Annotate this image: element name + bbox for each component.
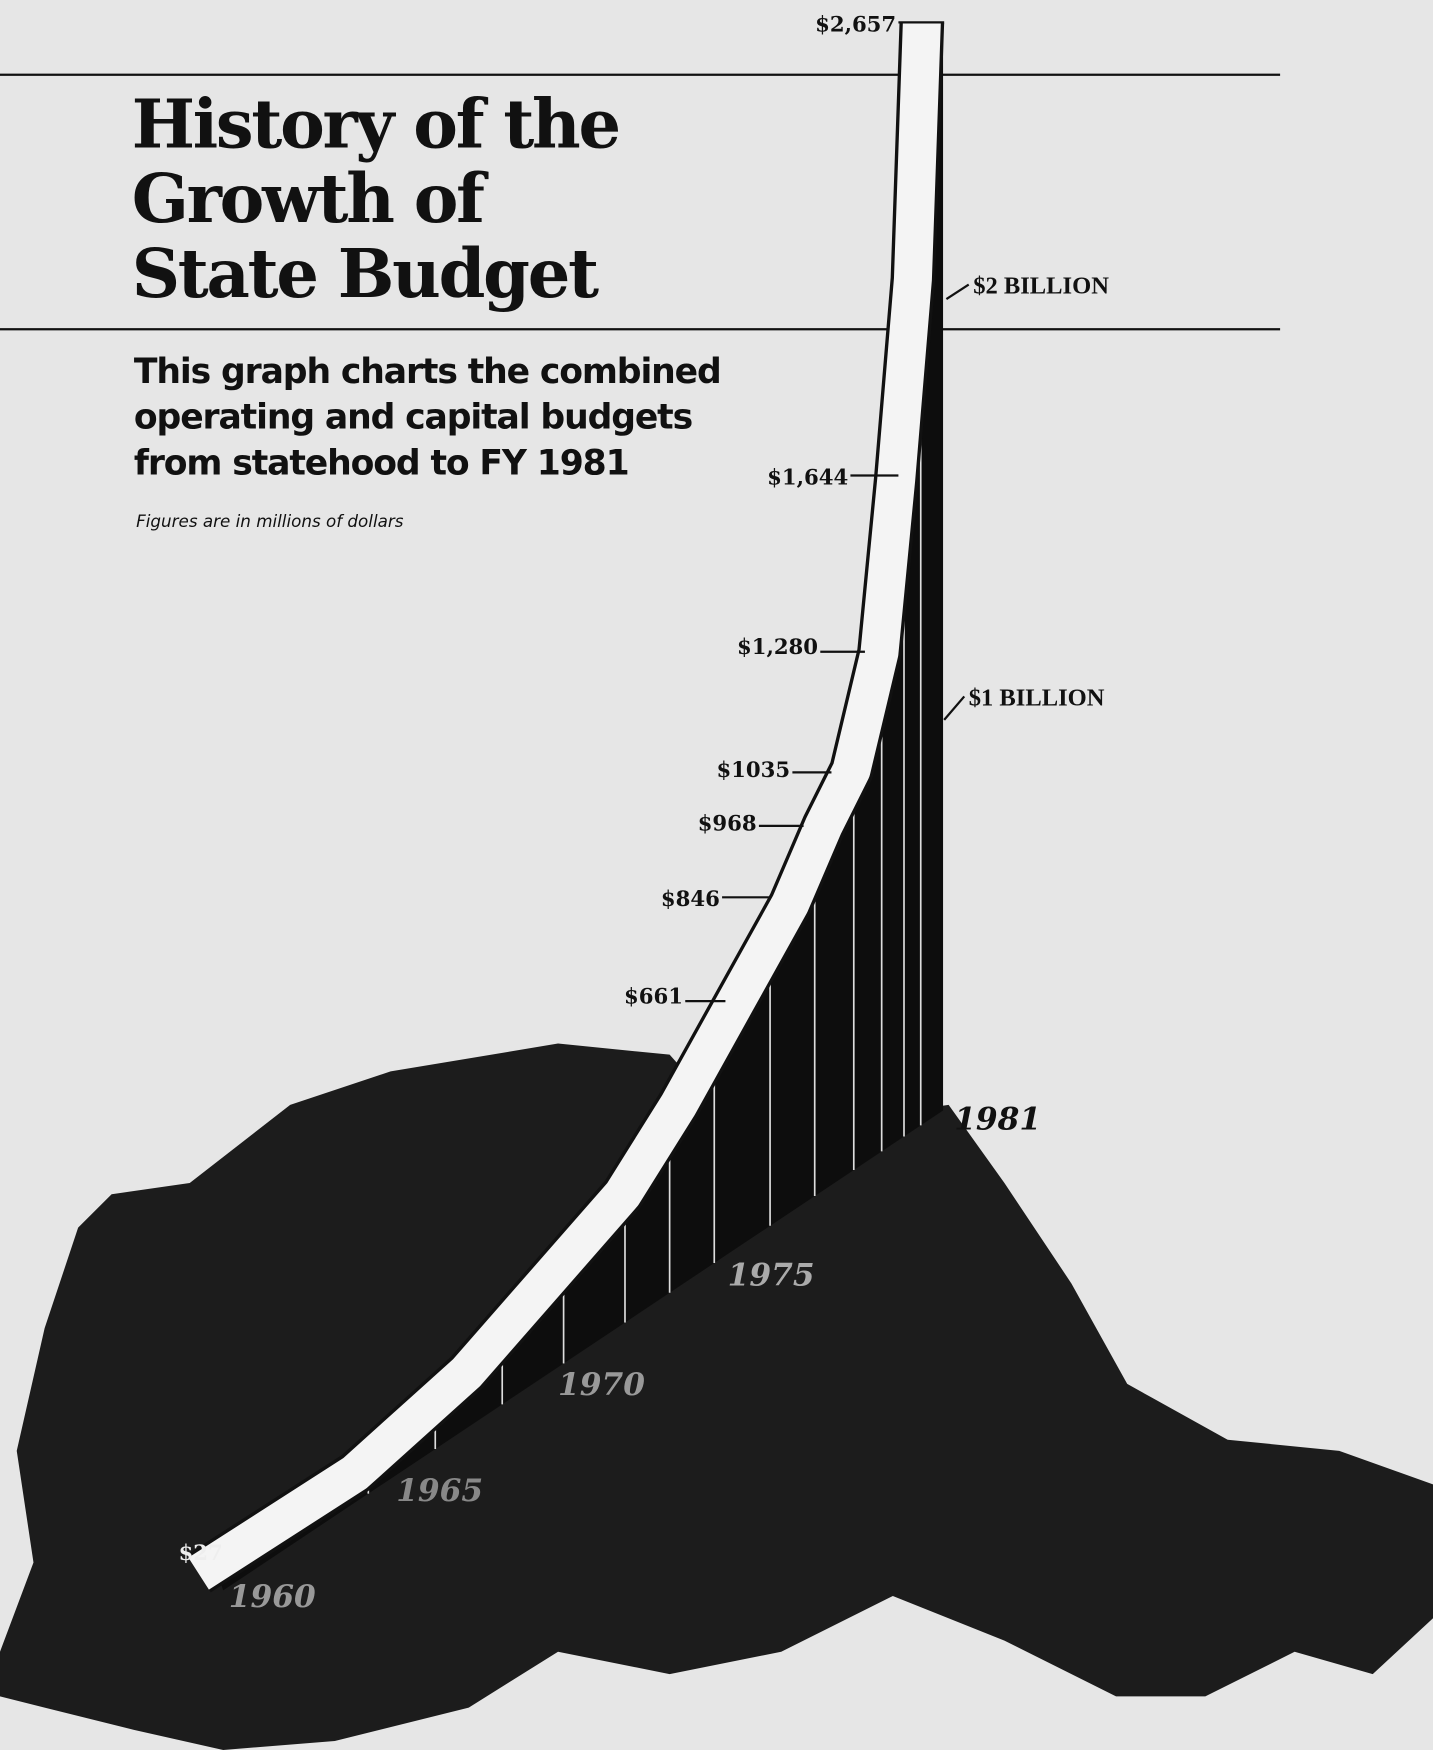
- subtitle-line: from statehood to FY 1981: [134, 443, 629, 483]
- budget-ribbon: [188, 21, 941, 1590]
- leader-line: [945, 283, 970, 301]
- year-label: 1981: [954, 1101, 1041, 1137]
- value-label: $27: [179, 1540, 223, 1565]
- value-label: $1,280: [737, 634, 818, 659]
- wall-grid: [367, 390, 922, 1494]
- subtitle-line: This graph charts the combined: [134, 352, 721, 392]
- budget-wall: [217, 22, 944, 1591]
- year-label: 1965: [396, 1473, 483, 1509]
- scale-label: $1 BILLION: [969, 684, 1105, 711]
- scale-label: $2 BILLION: [973, 273, 1109, 300]
- value-label: $2,657: [815, 11, 896, 36]
- value-label: $968: [698, 810, 757, 835]
- year-label: 1970: [558, 1367, 645, 1403]
- subtitle-line: operating and capital budgets: [134, 398, 692, 438]
- value-label: $1,644: [767, 464, 848, 489]
- land-shape: [0, 1043, 1433, 1750]
- value-label: $661: [624, 983, 683, 1008]
- year-label: 1975: [728, 1258, 815, 1294]
- title-line: History of the: [132, 84, 619, 163]
- title-line: State Budget: [132, 234, 599, 313]
- value-label: $1035: [716, 757, 790, 782]
- value-label: $846: [661, 886, 720, 911]
- title-line: Growth of: [132, 159, 489, 238]
- year-label: 1960: [229, 1579, 316, 1615]
- note: Figures are in millions of dollars: [136, 511, 404, 531]
- leader-line: [943, 695, 966, 721]
